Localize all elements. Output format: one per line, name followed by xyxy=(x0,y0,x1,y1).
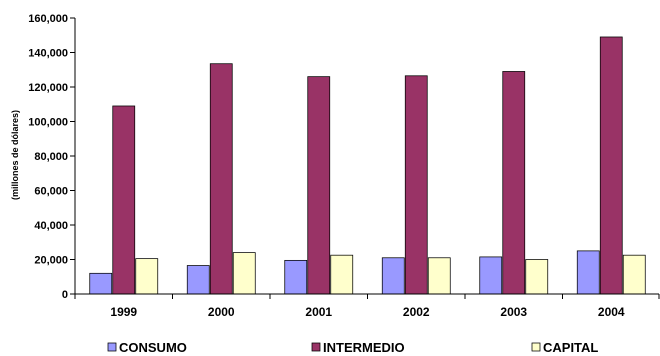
bar-consumo-2000 xyxy=(186,265,210,295)
bar-capital-2002 xyxy=(427,257,451,295)
y-axis-title-group: (millones de dólares) xyxy=(10,110,20,200)
bar-consumo-2002 xyxy=(381,257,405,295)
bar-capital-2003 xyxy=(525,259,549,295)
x-tick-label: 2003 xyxy=(500,305,527,319)
bar-intermedio-2004 xyxy=(599,36,623,295)
bar-capital-1999 xyxy=(135,258,159,295)
y-axis-title: (millones de dólares) xyxy=(10,110,20,200)
legend-label-consumo: CONSUMO xyxy=(119,340,187,355)
y-axis-ticks: 0 20,000 40,000 60,000 80,000 100,000 120,000 1… xyxy=(28,13,75,301)
y-tick-label: 20,000 xyxy=(34,255,68,267)
bar-capital-2000 xyxy=(232,252,256,295)
legend-swatch-consumo xyxy=(107,342,117,352)
x-tick-label: 1999 xyxy=(110,305,137,319)
y-tick-label: 40,000 xyxy=(34,220,68,232)
bar-intermedio-1999 xyxy=(112,105,136,295)
legend-label-capital: CAPITAL xyxy=(543,340,598,355)
axes xyxy=(74,18,660,299)
legend-swatch-intermedio xyxy=(311,342,321,352)
y-tick-label: 160,000 xyxy=(28,13,68,25)
x-tick-label: 2004 xyxy=(598,305,625,319)
bar-consumo-2004 xyxy=(576,250,600,295)
y-tick-label: 120,000 xyxy=(28,82,68,94)
bar-capital-2004 xyxy=(622,254,646,295)
x-tick-label: 2002 xyxy=(403,305,430,319)
legend-label-intermedio: INTERMEDIO xyxy=(323,340,405,355)
bar-intermedio-2002 xyxy=(404,75,428,295)
bar-consumo-2001 xyxy=(284,259,308,295)
x-axis-labels: 1999 2000 2001 2002 2003 2004 xyxy=(110,305,625,319)
y-tick-label: 100,000 xyxy=(28,117,68,129)
legend: CONSUMO INTERMEDIO CAPITAL xyxy=(107,340,598,355)
y-tick-label: 140,000 xyxy=(28,48,68,60)
bar-intermedio-2001 xyxy=(307,76,331,295)
bar-consumo-2003 xyxy=(479,256,503,295)
x-tick-label: 2001 xyxy=(305,305,332,319)
bar-intermedio-2003 xyxy=(502,71,526,295)
bar-consumo-1999 xyxy=(89,272,113,295)
legend-swatch-capital xyxy=(531,342,541,352)
bar-intermedio-2000 xyxy=(209,63,233,295)
x-tick-label: 2000 xyxy=(208,305,235,319)
y-tick-label: 60,000 xyxy=(34,186,68,198)
bar-capital-2001 xyxy=(330,254,354,295)
bars xyxy=(89,36,646,295)
y-tick-label: 80,000 xyxy=(34,151,68,163)
y-tick-label: 0 xyxy=(62,289,68,301)
